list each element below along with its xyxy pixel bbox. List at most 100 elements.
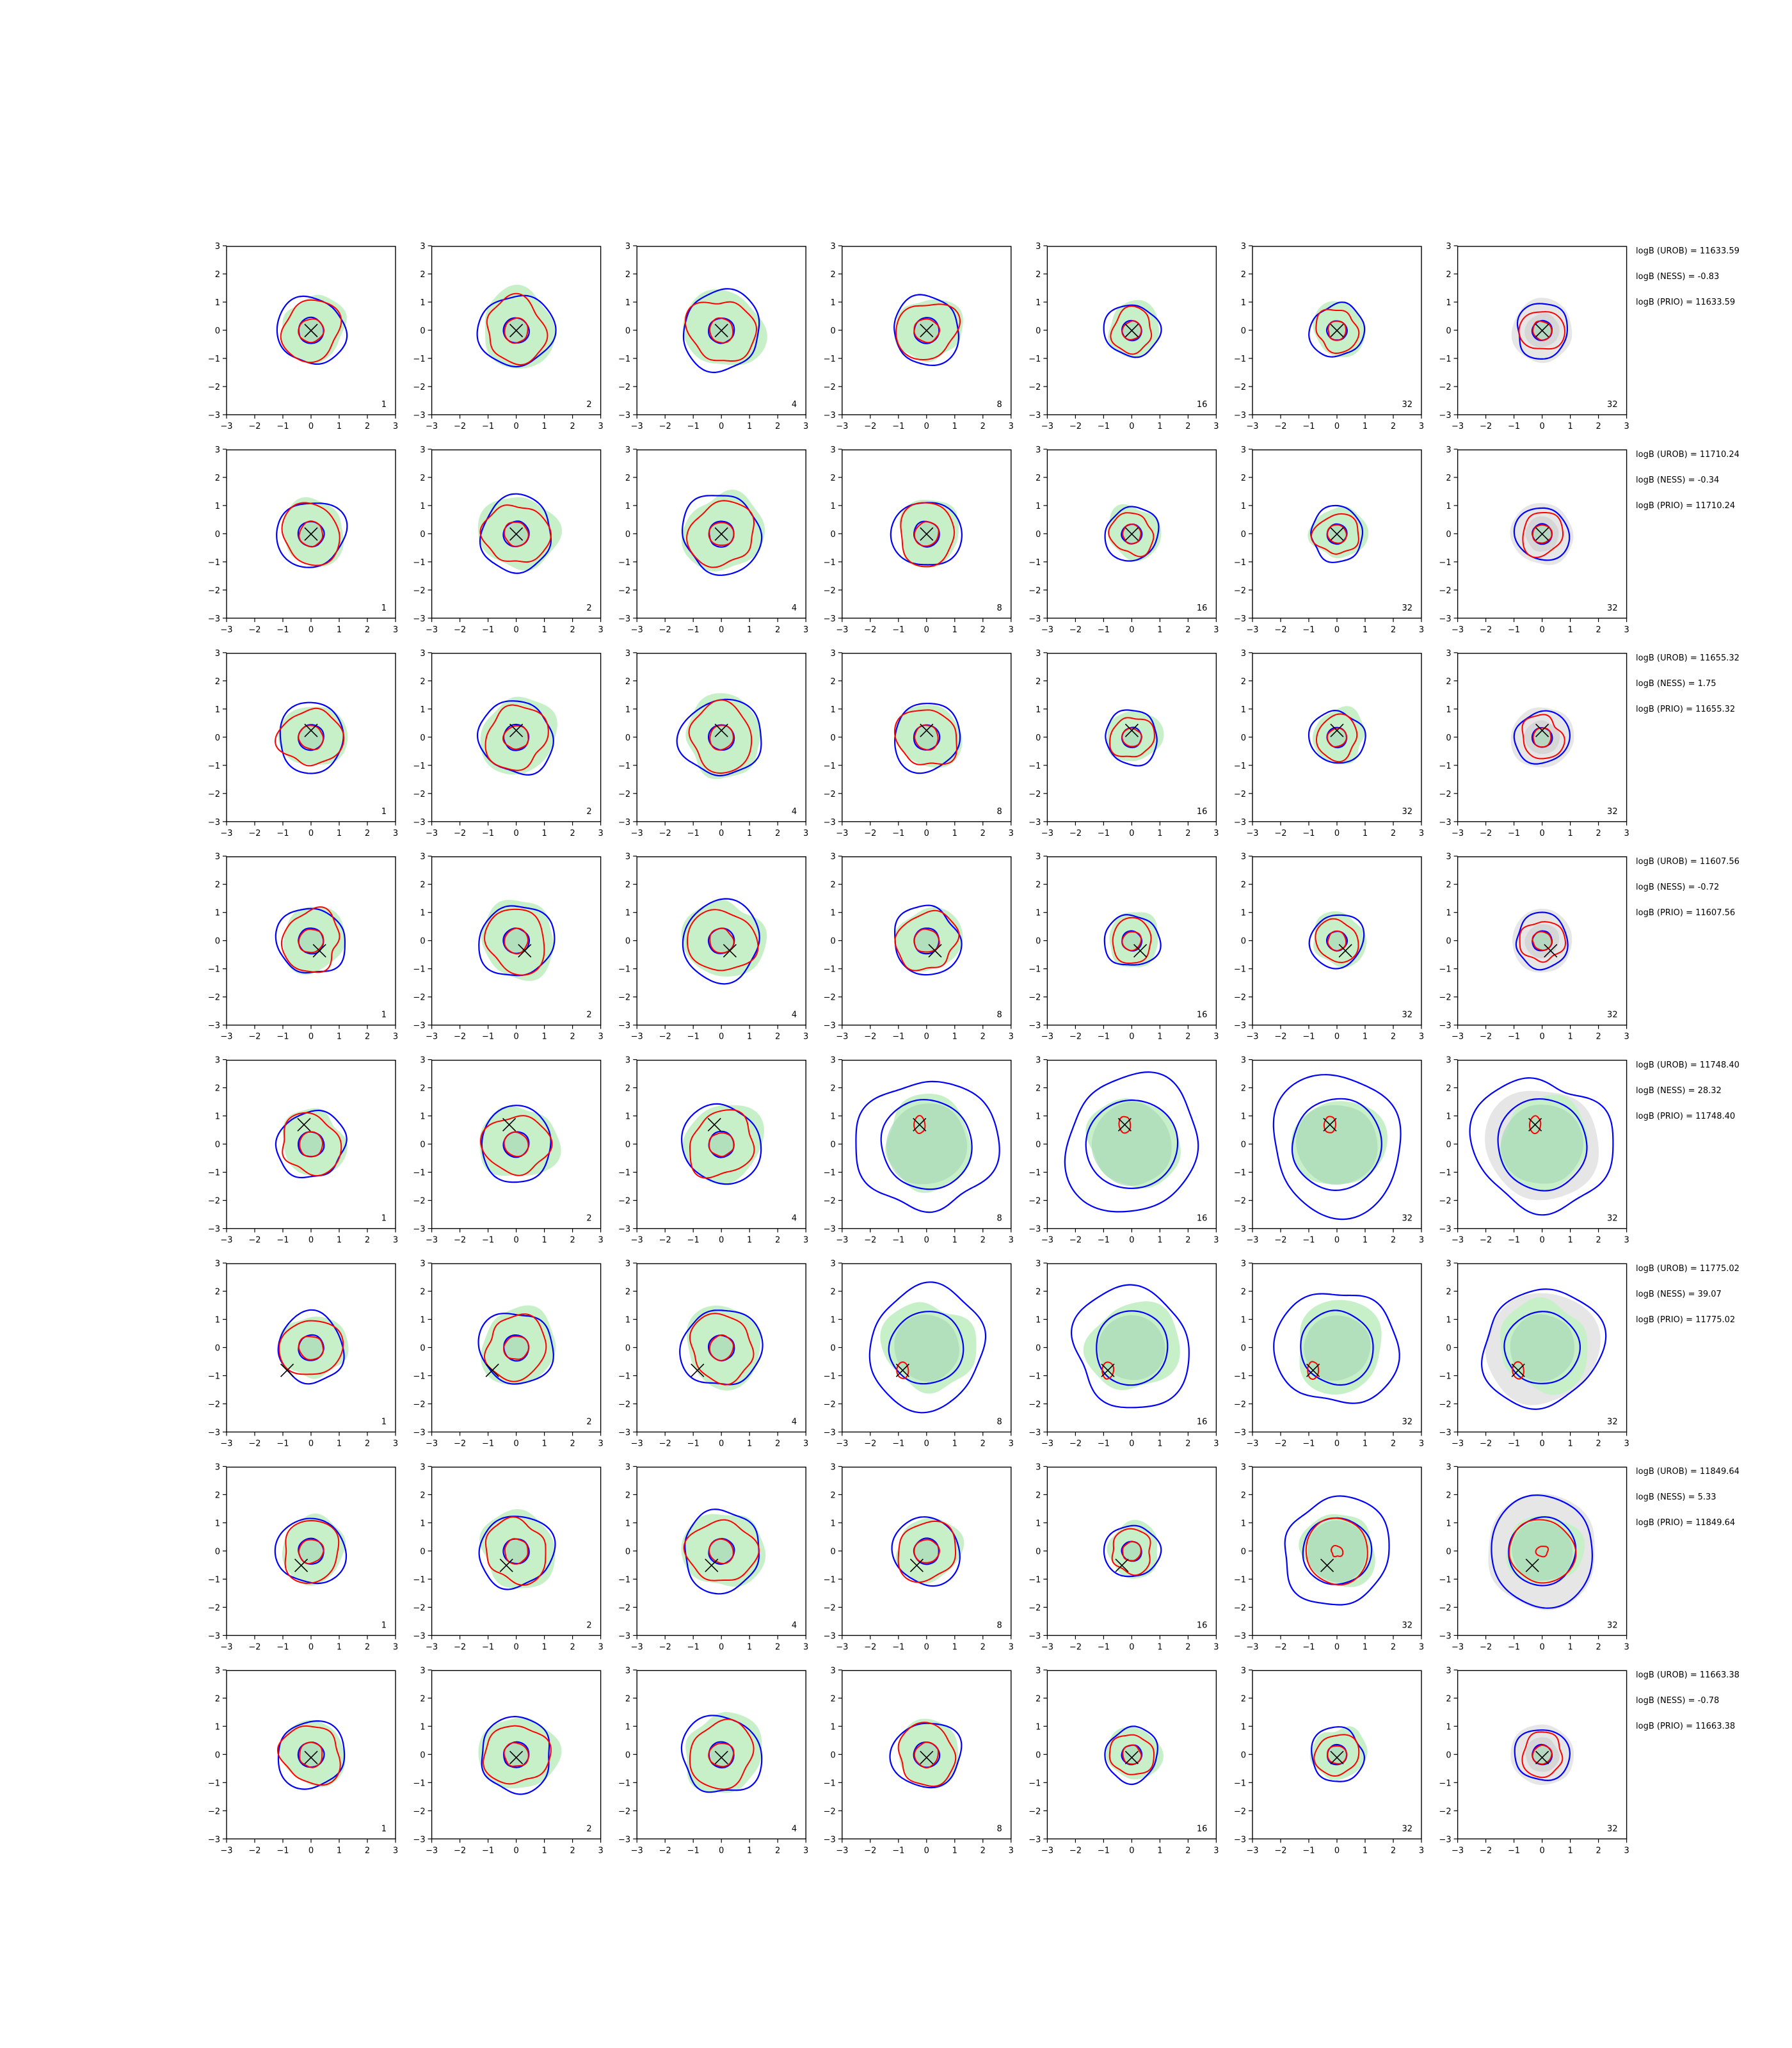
y-tick-label: −2 (1439, 383, 1451, 392)
logb-urob-label: logB (UROB) = 11607.56 (1636, 856, 1740, 867)
x-tick-label: −3 (631, 1846, 643, 1855)
panel-label: 1 (381, 1418, 387, 1427)
y-tick-label: −3 (413, 1428, 425, 1438)
x-tick-label: 0 (1539, 829, 1544, 838)
x-tick-label: 2 (365, 1642, 370, 1652)
y-tick-label: −1 (1439, 355, 1451, 364)
x-tick-label: 0 (513, 1032, 518, 1042)
contour-blue-outer (1514, 1729, 1571, 1781)
y-tick-label: 0 (420, 326, 425, 336)
panel-label: 32 (1607, 1214, 1618, 1224)
y-tick-label: 2 (1036, 474, 1041, 483)
x-tick-label: 0 (308, 1642, 314, 1652)
x-tick-label: −1 (687, 1846, 700, 1855)
x-tick-label: 2 (1391, 1846, 1396, 1855)
x-tick-label: 0 (513, 625, 518, 635)
contour-red-outer (1110, 305, 1153, 355)
panel-r5-c3: −3−3 −2 −2 −1 −1 0 0 1 1 2 2 3 3 4 (618, 1056, 808, 1245)
panel-label: 2 (586, 400, 591, 410)
panel-label: 4 (792, 604, 797, 613)
y-tick-label: 1 (625, 705, 630, 715)
panel-r1-c1: −3−3 −2 −2 −1 −1 0 0 1 1 2 2 3 3 1 (208, 242, 398, 431)
x-tick-label: −1 (276, 422, 289, 431)
x-tick-label: 1 (1567, 1439, 1572, 1449)
panel-label: 32 (1607, 604, 1618, 613)
y-tick-label: −1 (413, 1372, 425, 1382)
y-tick-label: −1 (824, 1169, 836, 1178)
contour-blue-outer (274, 1517, 348, 1585)
contour-blue-outer (1064, 1071, 1199, 1213)
y-tick-label: 2 (1446, 1491, 1451, 1500)
y-tick-label: −2 (413, 1807, 425, 1816)
x-tick-label: −3 (1041, 1439, 1053, 1449)
y-tick-label: 2 (831, 677, 836, 687)
y-tick-label: 1 (831, 705, 836, 715)
x-tick-label: −1 (892, 1642, 904, 1652)
y-tick-label: 3 (215, 1260, 220, 1269)
contour-red-inner (913, 1741, 940, 1769)
y-tick-label: −2 (1439, 790, 1451, 799)
x-tick-label: −2 (1274, 1846, 1286, 1855)
y-tick-label: −2 (413, 383, 425, 392)
y-tick-label: 1 (215, 705, 220, 715)
x-tick-label: 2 (980, 422, 986, 431)
x-tick-label: 3 (1624, 1236, 1629, 1245)
truth-marker (509, 527, 524, 541)
y-tick-label: 0 (625, 937, 630, 947)
x-tick-label: 3 (1213, 1846, 1219, 1855)
logb-ness-label: logB (NESS) = 5.33 (1636, 1492, 1716, 1503)
x-tick-label: −1 (1302, 1846, 1315, 1855)
contour-red-inner (1327, 320, 1347, 341)
x-tick-label: 1 (952, 1032, 957, 1042)
contour-red-inner (299, 1131, 323, 1158)
x-tick-label: −1 (1302, 422, 1315, 431)
plot-area (1511, 298, 1572, 364)
y-tick-label: 3 (215, 242, 220, 252)
y-tick-label: 3 (1036, 1056, 1041, 1066)
plot-area (275, 1108, 348, 1179)
x-tick-label: 1 (541, 1032, 547, 1042)
x-tick-label: −1 (687, 422, 700, 431)
y-tick-label: 0 (1446, 1547, 1451, 1556)
posterior-core-fill (504, 1743, 528, 1766)
x-tick-label: 3 (393, 829, 398, 838)
panel-r5-c4: −3−3 −2 −2 −1 −1 0 0 1 1 2 2 3 3 8 (824, 1056, 1014, 1245)
contour-red-inner (503, 1131, 529, 1158)
panel-r1-c3: −3−3 −2 −2 −1 −1 0 0 1 1 2 2 3 3 4 (618, 242, 808, 431)
y-tick-label: 3 (420, 1462, 425, 1472)
y-tick-label: 0 (831, 530, 836, 540)
y-tick-label: −1 (413, 558, 425, 568)
panel-r8-c2: −3−3 −2 −2 −1 −1 0 0 1 1 2 2 3 3 2 (413, 1666, 603, 1855)
plot-area (1510, 503, 1574, 565)
x-tick-label: −3 (220, 625, 232, 635)
y-tick-label: −3 (824, 614, 836, 624)
y-tick-label: −2 (208, 1400, 220, 1410)
truth-marker (304, 323, 318, 338)
panel-label: 1 (381, 807, 387, 817)
y-tick-label: −1 (413, 1575, 425, 1585)
x-tick-label: 3 (1624, 1032, 1629, 1042)
y-tick-label: 3 (1036, 852, 1041, 862)
panel-label: 32 (1402, 807, 1412, 817)
plot-area (1105, 709, 1164, 767)
truth-marker (1544, 944, 1558, 958)
panel-r7-c4: −3−3 −2 −2 −1 −1 0 0 1 1 2 2 3 3 8 (824, 1462, 1014, 1652)
y-tick-label: 2 (420, 270, 425, 280)
x-tick-label: 3 (598, 1642, 603, 1652)
contour-blue-outer (1308, 301, 1366, 358)
contour-blue-outer (1103, 1524, 1162, 1578)
truth-marker (1535, 723, 1549, 737)
panel-r3-c3: −3−3 −2 −2 −1 −1 0 0 1 1 2 2 3 3 4 (618, 649, 808, 838)
panel-r6-c7: −3−3 −2 −2 −1 −1 0 0 1 1 2 2 3 3 32 (1439, 1260, 1629, 1449)
y-tick-label: 3 (1446, 852, 1451, 862)
contour-blue-outer (682, 288, 760, 374)
x-tick-label: −1 (482, 1642, 494, 1652)
x-tick-label: −2 (1480, 1642, 1492, 1652)
logb-ness-label: logB (NESS) = 39.07 (1636, 1289, 1722, 1299)
contour-red-outer (897, 1520, 956, 1583)
x-tick-label: 3 (1009, 1846, 1014, 1855)
panel-r4-c1: −3−3 −2 −2 −1 −1 0 0 1 1 2 2 3 3 1 (208, 852, 398, 1042)
panel-label: 32 (1402, 1620, 1412, 1630)
y-tick-label: 2 (1036, 270, 1041, 280)
y-tick-label: −1 (1234, 762, 1246, 771)
